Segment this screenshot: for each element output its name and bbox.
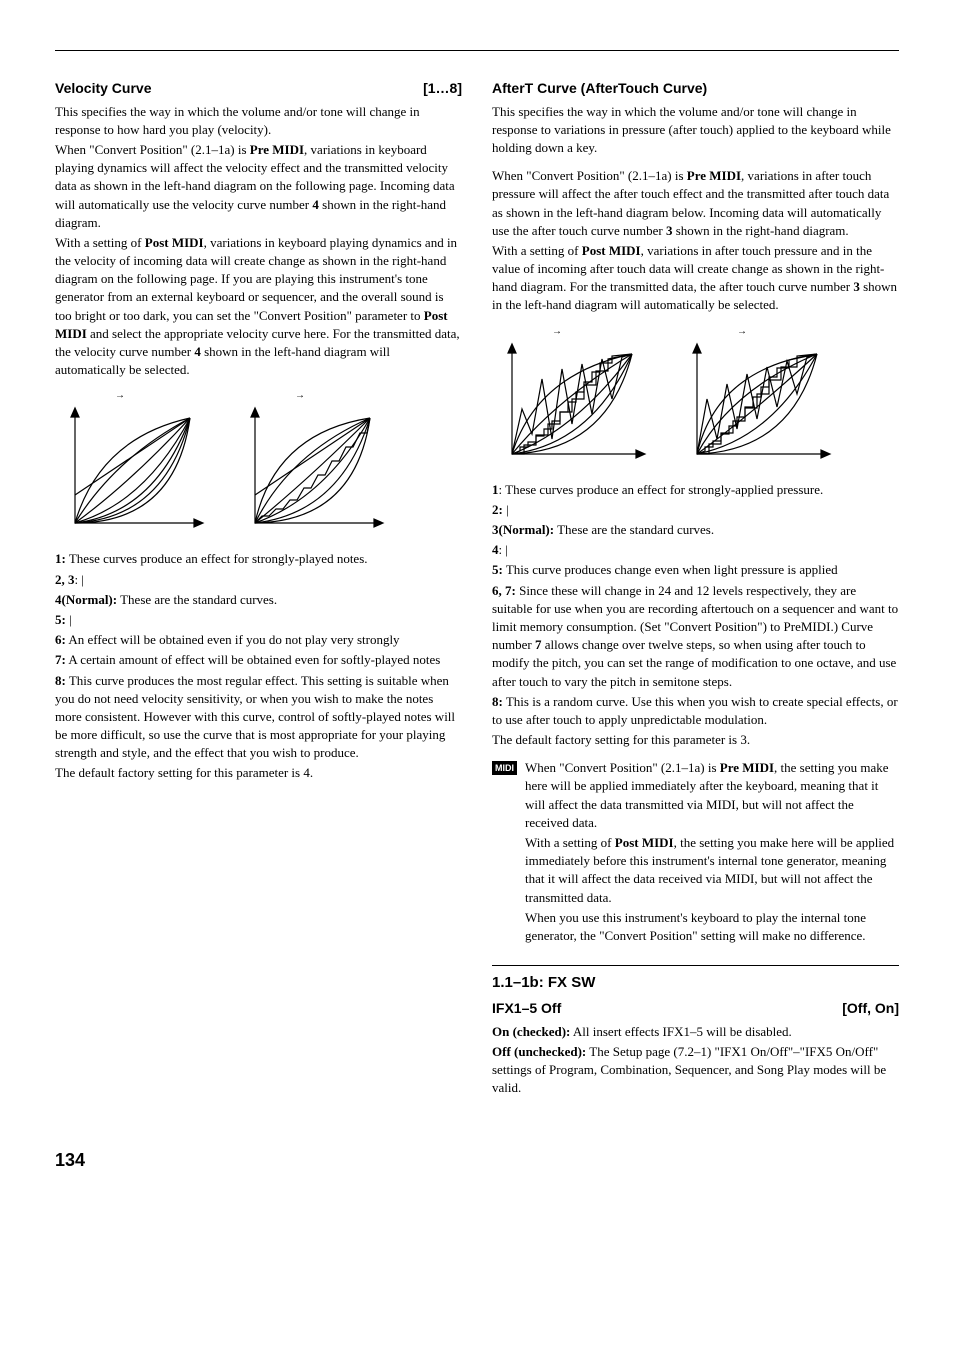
heading-range: [Off, On] bbox=[842, 999, 899, 1019]
fx-sw-heading: 1.1–1b: FX SW bbox=[492, 965, 899, 993]
default-note: The default factory setting for this par… bbox=[492, 731, 899, 749]
midi-para: With a setting of Post MIDI, the setting… bbox=[525, 834, 899, 907]
desc-1: 1: These curves produce an effect for st… bbox=[492, 481, 899, 499]
arrow-icon: → bbox=[115, 389, 205, 403]
desc-7: 7: A certain amount of effect will be ob… bbox=[55, 651, 462, 669]
page-number: 134 bbox=[55, 1148, 899, 1173]
desc-5: 5: | bbox=[55, 611, 462, 629]
velocity-intro: This specifies the way in which the volu… bbox=[55, 103, 462, 380]
heading-text: IFX1–5 Off bbox=[492, 999, 561, 1019]
arrow-icon: → bbox=[295, 389, 385, 403]
desc-4: 4: | bbox=[492, 541, 899, 559]
aftertouch-diagrams: → bbox=[492, 325, 899, 469]
para: When "Convert Position" (2.1–1a) is Pre … bbox=[55, 141, 462, 232]
default-note: The default factory setting for this par… bbox=[55, 764, 462, 782]
desc-6-7: 6, 7: Since these will change in 24 and … bbox=[492, 582, 899, 691]
aftertouch-curve-diagram-left bbox=[492, 339, 647, 469]
velocity-diagrams: → bbox=[55, 389, 462, 538]
arrow-icon: → bbox=[737, 325, 832, 339]
para: This specifies the way in which the volu… bbox=[55, 103, 462, 139]
velocity-curve-heading: Velocity Curve [1…8] bbox=[55, 79, 462, 99]
midi-note-block: MIDI When "Convert Position" (2.1–1a) is… bbox=[492, 759, 899, 947]
heading-text: AfterT Curve (AfterTouch Curve) bbox=[492, 79, 707, 99]
para: When "Convert Position" (2.1–1a) is Pre … bbox=[492, 167, 899, 240]
desc-6: 6: An effect will be obtained even if yo… bbox=[55, 631, 462, 649]
midi-para: When "Convert Position" (2.1–1a) is Pre … bbox=[525, 759, 899, 832]
para: With a setting of Post MIDI, variations … bbox=[55, 234, 462, 380]
velocity-curve-descriptions: 1: These curves produce an effect for st… bbox=[55, 550, 462, 782]
velocity-curve-diagram-left bbox=[55, 403, 205, 538]
ifx-on: On (checked): All insert effects IFX1–5 … bbox=[492, 1023, 899, 1041]
desc-8: 8: This is a random curve. Use this when… bbox=[492, 693, 899, 729]
aftertouch-curve-diagram-right bbox=[677, 339, 832, 469]
heading-text: Velocity Curve bbox=[55, 79, 152, 99]
desc-3: 3(Normal): These are the standard curves… bbox=[492, 521, 899, 539]
ifx-descriptions: On (checked): All insert effects IFX1–5 … bbox=[492, 1023, 899, 1098]
para: With a setting of Post MIDI, variations … bbox=[492, 242, 899, 315]
midi-icon: MIDI bbox=[492, 761, 517, 775]
desc-8: 8: This curve produces the most regular … bbox=[55, 672, 462, 763]
aftertouch-curve-heading: AfterT Curve (AfterTouch Curve) bbox=[492, 79, 899, 99]
desc-2: 2: | bbox=[492, 501, 899, 519]
midi-para: When you use this instrument's keyboard … bbox=[525, 909, 899, 945]
velocity-curve-diagram-right bbox=[235, 403, 385, 538]
desc-4: 4(Normal): These are the standard curves… bbox=[55, 591, 462, 609]
heading-range: [1…8] bbox=[423, 79, 462, 99]
ifx-off: Off (unchecked): The Setup page (7.2–1) … bbox=[492, 1043, 899, 1098]
arrow-icon: → bbox=[552, 325, 647, 339]
aftertouch-curve-descriptions: 1: These curves produce an effect for st… bbox=[492, 481, 899, 750]
desc-5: 5: This curve produces change even when … bbox=[492, 561, 899, 579]
aftertouch-intro: This specifies the way in which the volu… bbox=[492, 103, 899, 158]
ifx-heading: IFX1–5 Off [Off, On] bbox=[492, 999, 899, 1019]
para: This specifies the way in which the volu… bbox=[492, 103, 899, 158]
aftertouch-premidi: When "Convert Position" (2.1–1a) is Pre … bbox=[492, 167, 899, 315]
desc-1: 1: These curves produce an effect for st… bbox=[55, 550, 462, 568]
desc-2-3: 2, 3: | bbox=[55, 571, 462, 589]
